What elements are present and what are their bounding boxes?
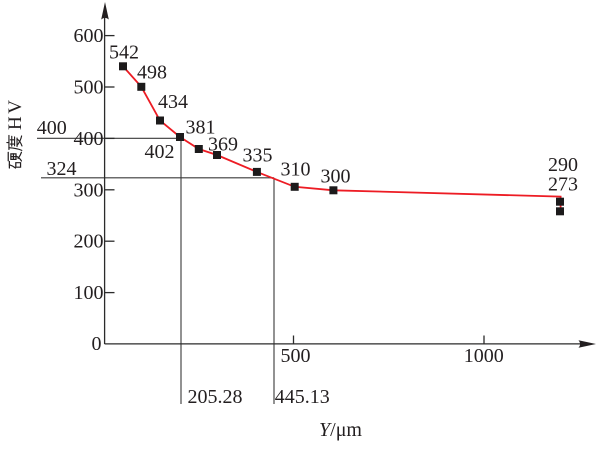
svg-text:434: 434 xyxy=(158,91,188,113)
svg-text:290: 290 xyxy=(548,154,578,176)
svg-text:0: 0 xyxy=(92,333,102,355)
svg-text:381: 381 xyxy=(186,117,216,139)
svg-text:500: 500 xyxy=(74,76,104,98)
svg-text:Y/μm: Y/μm xyxy=(319,419,362,441)
svg-text:369: 369 xyxy=(208,134,238,156)
svg-text:300: 300 xyxy=(321,166,351,188)
svg-text:402: 402 xyxy=(145,141,175,163)
svg-text:542: 542 xyxy=(109,42,139,64)
svg-text:205.28: 205.28 xyxy=(188,386,243,408)
svg-text:400: 400 xyxy=(74,128,104,150)
svg-text:445.13: 445.13 xyxy=(275,386,330,408)
svg-text:310: 310 xyxy=(281,159,311,181)
svg-text:100: 100 xyxy=(74,282,104,304)
svg-text:200: 200 xyxy=(74,231,104,253)
svg-text:400: 400 xyxy=(37,117,67,139)
svg-text:498: 498 xyxy=(137,62,167,84)
svg-text:HV: HV xyxy=(5,98,26,130)
svg-text:324: 324 xyxy=(47,158,77,180)
svg-text:1000: 1000 xyxy=(464,345,504,367)
svg-text:300: 300 xyxy=(74,179,104,201)
svg-text:273: 273 xyxy=(548,174,578,196)
svg-text:600: 600 xyxy=(74,25,104,47)
svg-text:500: 500 xyxy=(281,345,311,367)
svg-text:335: 335 xyxy=(243,145,273,167)
